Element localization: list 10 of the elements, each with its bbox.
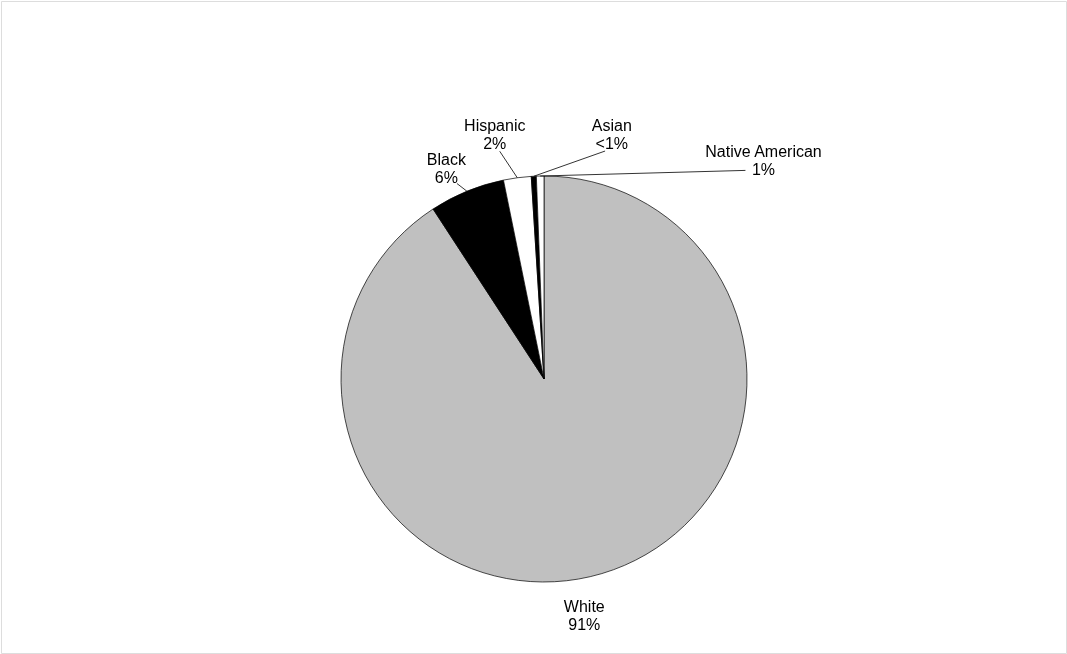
data-label: <1% [595,134,629,152]
data-label: 6% [434,168,458,186]
data-label: 91% [568,616,601,634]
slice-label: Asian [591,116,632,134]
slice-label: White [563,598,605,616]
data-label: 1% [751,160,776,178]
slice-label: Hispanic [464,116,526,134]
data-label: 2% [483,134,507,152]
slice-label: Native American [705,142,822,160]
slice-label: Black [426,150,467,168]
